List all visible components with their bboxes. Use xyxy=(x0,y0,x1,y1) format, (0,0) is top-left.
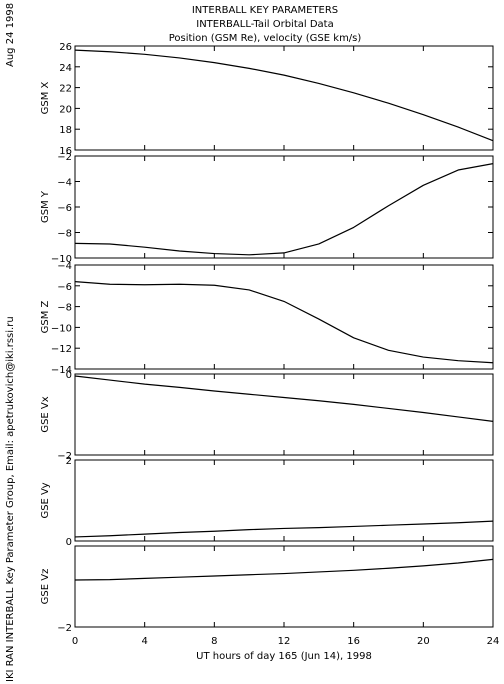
series-line-gse-vx xyxy=(74,375,494,422)
panel-gse-vx: −2 0 GSE Vx xyxy=(40,370,494,462)
y-tick-label: 20 xyxy=(59,104,72,115)
series-line-gsm-z xyxy=(74,281,494,364)
date-label: Aug 24 1998 xyxy=(5,3,16,67)
panel-gsm-y: −10 −8 −6 −4 −2 GSM Y xyxy=(40,152,494,265)
x-tick-label: 12 xyxy=(278,636,291,647)
y-tick-label: −8 xyxy=(57,229,72,240)
series-line-gsm-y xyxy=(74,163,494,256)
series-line-gse-vy xyxy=(74,520,494,538)
x-axis-label: UT hours of day 165 (Jun 14), 1998 xyxy=(196,651,372,662)
y-axis-label: GSM Z xyxy=(40,300,51,333)
panel-frame xyxy=(74,373,494,456)
y-tick-label: 16 xyxy=(59,146,72,157)
y-tick-label: 18 xyxy=(59,125,72,136)
y-axis-label: GSM Y xyxy=(40,190,51,223)
y-tick-label: −2 xyxy=(57,152,72,163)
y-tick-label: −2 xyxy=(57,451,72,462)
series-line-gse-vz xyxy=(74,558,494,581)
y-tick-label: −6 xyxy=(57,203,72,214)
panel-frame xyxy=(74,155,494,259)
y-tick-label: 24 xyxy=(59,63,72,74)
credit-label: IKI RAN INTERBALL Key Parameter Group, E… xyxy=(5,316,16,682)
chart-title-line3: Position (GSM Re), velocity (GSE km/s) xyxy=(169,33,362,44)
y-tick-label: −2 xyxy=(57,623,72,634)
y-tick-label: −4 xyxy=(57,261,72,272)
y-axis-label: GSM X xyxy=(40,81,51,114)
panel-frame xyxy=(74,264,494,370)
y-axis-label: GSE Vx xyxy=(40,396,51,432)
panel-frame xyxy=(74,545,494,628)
x-tick-label: 8 xyxy=(211,636,217,647)
y-tick-label: −12 xyxy=(51,344,72,355)
y-tick-label: −10 xyxy=(51,254,72,265)
y-axis-label: GSE Vz xyxy=(40,569,51,605)
panel-frame xyxy=(74,45,494,151)
y-tick-label: 22 xyxy=(59,84,72,95)
y-tick-label: 0 xyxy=(66,370,72,381)
panel-gsm-x: 16 18 20 22 24 26 GSM X xyxy=(40,42,494,157)
chart-title-line2: INTERBALL-Tail Orbital Data xyxy=(196,19,333,30)
panel-gse-vz: −2 GSE Vz xyxy=(40,545,494,634)
x-tick-label: 4 xyxy=(141,636,147,647)
y-tick-label: 26 xyxy=(59,42,72,53)
x-tick-label: 20 xyxy=(417,636,430,647)
x-tick-label: 0 xyxy=(72,636,78,647)
y-axis-label: GSE Vy xyxy=(40,482,51,518)
chart-title-line1: INTERBALL KEY PARAMETERS xyxy=(192,5,338,16)
y-tick-label: −10 xyxy=(51,323,72,334)
y-tick-label: −14 xyxy=(51,365,72,376)
y-tick-label: 2 xyxy=(66,456,72,467)
y-tick-label: −4 xyxy=(57,178,72,189)
x-tick-label: 16 xyxy=(347,636,360,647)
panel-gsm-z: −14 −12 −10 −8 −6 −4 GSM Z xyxy=(40,261,494,376)
series-line-gsm-x xyxy=(74,49,494,142)
x-tick-label: 24 xyxy=(487,636,500,647)
panel-gse-vy: 0 2 GSE Vy xyxy=(40,456,494,548)
y-tick-label: −6 xyxy=(57,282,72,293)
y-tick-label: 0 xyxy=(66,537,72,548)
y-tick-label: −8 xyxy=(57,303,72,314)
